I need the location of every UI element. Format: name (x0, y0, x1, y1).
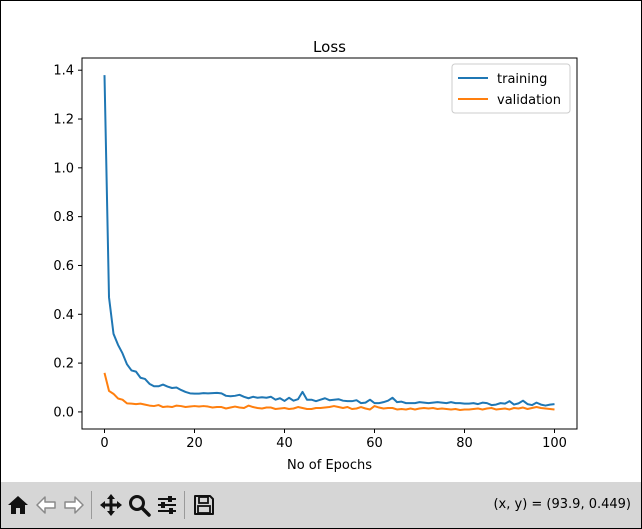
axes-frame (81, 57, 578, 430)
legend-label-training: training (497, 72, 547, 87)
series-line-training (103, 75, 555, 407)
x-tick-label: 20 (186, 436, 203, 451)
x-axis-label: No of Epochs (287, 458, 372, 473)
legend[interactable]: training validation (451, 63, 571, 114)
axes-background (82, 58, 577, 429)
floppy-disk-icon (194, 495, 214, 515)
legend-label-validation: validation (497, 93, 561, 108)
x-tick-label: 80 (456, 436, 473, 451)
navigation-toolbar: (x, y) = (93.9, 0.449) (1, 482, 641, 528)
y-tick-label: 1.0 (53, 161, 74, 176)
y-tick-label: 0.4 (53, 308, 74, 323)
pan-button[interactable] (98, 490, 124, 520)
toolbar-separator (184, 491, 185, 519)
series-line-validation (103, 372, 555, 411)
sliders-icon (158, 496, 176, 514)
toolbar-separator (91, 491, 92, 519)
x-tick-label: 60 (366, 436, 383, 451)
y-tick-label: 0.0 (53, 405, 74, 420)
y-tick-label: 1.4 (53, 64, 74, 79)
zoom-button[interactable] (126, 490, 152, 520)
home-button[interactable] (5, 490, 31, 520)
legend-box (451, 63, 571, 114)
x-tick-label: 100 (542, 436, 567, 451)
cursor-coordinates: (x, y) = (93.9, 0.449) (493, 497, 631, 512)
loss-chart[interactable]: Loss No of Epochs 0 20 40 60 80 100 0.0 0.2 0.4 0… (1, 1, 641, 482)
magnifier-icon (129, 495, 151, 517)
y-tick-label: 1.2 (53, 113, 74, 128)
chart-title: Loss (313, 38, 346, 56)
figure-canvas[interactable]: Loss No of Epochs 0 20 40 60 80 100 0.0 0.2 0.4 0… (1, 1, 641, 482)
forward-button[interactable] (61, 490, 87, 520)
y-tick-label: 0.2 (53, 357, 74, 372)
x-tick-label: 0 (100, 436, 108, 451)
save-button[interactable] (191, 490, 217, 520)
forward-arrow-icon (64, 496, 84, 514)
configure-subplots-button[interactable] (154, 490, 180, 520)
y-tick-label: 0.6 (53, 259, 74, 274)
x-tick-label: 40 (276, 436, 293, 451)
y-tick-label: 0.8 (53, 210, 74, 225)
back-button[interactable] (33, 490, 59, 520)
back-arrow-icon (36, 496, 56, 514)
home-icon (8, 496, 28, 514)
move-icon (100, 494, 122, 516)
